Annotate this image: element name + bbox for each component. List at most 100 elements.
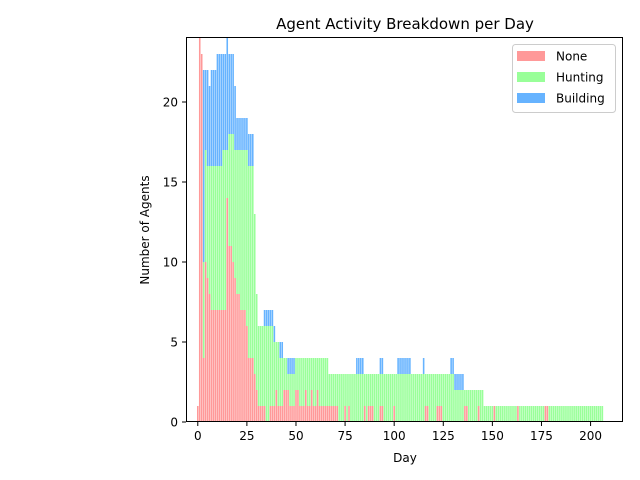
bar-building-day-25 [246,118,248,150]
bar-hunting-day-56 [306,358,309,406]
bar-none-day-28 [251,358,254,422]
bar-hunting-day-81 [356,374,358,422]
bar-none-day-33 [261,406,264,422]
bar-building-day-37 [269,310,272,326]
bar-none-day-59 [312,406,315,422]
bar-building-day-17 [230,54,232,134]
bar-none-day-57 [308,406,311,422]
bar-none-day-43 [281,406,284,422]
bar-none-day-11 [218,310,221,422]
bar-hunting-day-168 [526,406,529,422]
bar-hunting-day-121 [434,374,437,422]
bar-hunting-day-132 [456,390,458,422]
bar-none-day-34 [263,406,266,422]
bar-hunting-day-38 [271,326,274,406]
bar-hunting-day-159 [509,406,511,422]
bar-hunting-day-52 [299,358,301,406]
legend-swatch-building [517,93,545,103]
bar-building-day-35 [265,310,268,326]
bar-none-day-56 [306,406,309,422]
bar-none-day-17 [230,246,232,422]
bar-hunting-day-154 [499,406,502,422]
bar-hunting-day-92 [377,374,380,422]
bar-hunting-day-192 [574,406,576,422]
bar-hunting-day-10 [216,166,219,310]
bar-hunting-day-89 [371,374,374,406]
bar-hunting-day-110 [413,374,415,422]
bar-hunting-day-103 [399,374,401,422]
bar-hunting-day-98 [389,374,392,422]
bar-building-day-107 [407,358,409,374]
legend-swatch-hunting [517,72,545,82]
bar-hunting-day-188 [566,406,568,422]
bar-hunting-day-144 [479,390,482,422]
bar-none-day-123 [438,406,441,422]
bar-none-day-53 [301,406,303,422]
bar-building-day-39 [273,326,276,342]
bar-none-day-69 [332,406,335,422]
bar-none-day-65 [324,406,327,422]
bar-hunting-day-173 [536,406,539,422]
bar-hunting-day-55 [305,358,307,390]
bar-hunting-day-105 [403,374,405,422]
bar-none-day-163 [517,406,519,422]
bar-hunting-day-197 [583,406,586,422]
bar-none-day-117 [426,406,429,422]
bar-hunting-day-8 [212,166,215,310]
bar-none-day-7 [210,310,213,422]
bar-hunting-day-108 [409,374,411,422]
bar-hunting-day-26 [248,166,250,358]
bar-hunting-day-96 [385,374,388,422]
bar-building-day-129 [450,358,452,374]
bar-hunting-day-95 [383,374,386,422]
bar-hunting-day-155 [501,406,503,422]
legend-label-none: None [556,50,587,64]
bar-hunting-day-152 [495,406,498,422]
bar-hunting-day-42 [279,358,282,406]
bar-hunting-day-76 [346,374,348,422]
bar-building-day-9 [214,70,217,166]
bar-hunting-day-118 [428,374,431,422]
bar-hunting-day-183 [556,406,558,422]
bar-none-day-100 [393,406,395,422]
bar-none-day-87 [367,406,370,422]
bar-building-day-11 [218,54,221,166]
bar-hunting-day-11 [218,166,221,310]
bar-hunting-day-27 [250,166,252,358]
bar-building-day-16 [228,54,230,134]
bar-none-day-1 [198,38,201,422]
bar-hunting-day-116 [424,374,427,406]
bar-none-day-9 [214,310,217,422]
bar-building-day-83 [360,358,362,374]
bar-hunting-day-172 [534,406,537,422]
bar-hunting-day-57 [308,358,311,406]
bar-hunting-day-200 [589,406,592,422]
bar-hunting-day-13 [222,150,225,310]
bar-none-day-68 [330,406,333,422]
bar-hunting-day-137 [466,390,468,406]
bar-none-day-12 [220,310,223,422]
bar-hunting-day-114 [420,374,423,422]
bar-none-day-6 [208,294,211,422]
bar-none-day-85 [363,406,366,422]
bar-hunting-day-194 [578,406,580,422]
bar-building-day-81 [356,358,358,374]
bar-hunting-day-21 [238,150,240,294]
bar-hunting-day-127 [446,374,448,422]
bar-hunting-day-45 [285,358,287,390]
bar-none-day-62 [318,406,321,422]
bar-none-day-24 [244,310,246,422]
bar-hunting-day-65 [324,358,327,406]
bar-none-day-3 [202,358,205,422]
bar-none-day-23 [242,310,244,422]
bar-hunting-day-122 [436,374,439,406]
bar-none-day-124 [440,406,443,422]
bar-none-day-116 [424,406,427,422]
bar-hunting-day-9 [214,166,217,310]
bar-building-day-84 [361,358,364,374]
bar-hunting-day-74 [342,374,344,422]
bar-hunting-day-37 [269,326,272,406]
chart-title: Agent Activity Breakdown per Day [276,15,534,33]
bar-building-day-105 [403,358,405,374]
